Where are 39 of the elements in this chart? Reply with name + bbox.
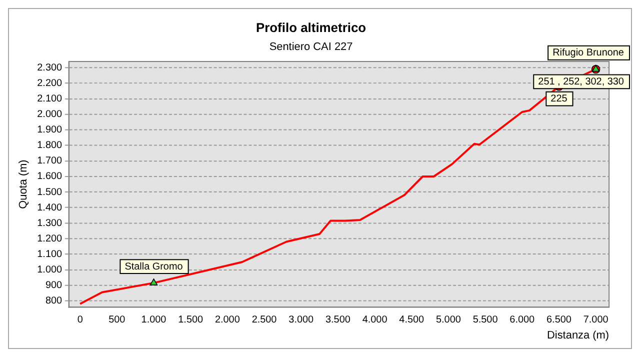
y-axis-title: Quota (m): [18, 160, 30, 209]
x-tick-label: 0: [77, 314, 84, 326]
y-tick-label: 1.900: [37, 124, 63, 136]
annotation: 225: [550, 94, 568, 105]
x-tick-label: 2.500: [252, 314, 278, 326]
x-tick-label: 1.500: [178, 314, 204, 326]
y-tick-label: 2.000: [37, 109, 63, 120]
x-tick-label: 1.000: [141, 314, 167, 326]
y-tick-label: 2.200: [37, 78, 63, 89]
x-tick-label: 4.500: [399, 314, 425, 326]
y-tick-label: 1.200: [37, 233, 63, 244]
x-axis-title: Distanza (m): [546, 330, 610, 342]
y-tick-label: 1.600: [37, 171, 63, 182]
x-tick-label: 6.500: [546, 314, 572, 326]
y-tick-label: 1.500: [37, 186, 63, 198]
y-tick-label: 1.800: [37, 140, 63, 152]
annotation: 251 , 252, 302, 330: [538, 76, 624, 88]
y-tick-label: 900: [45, 280, 63, 292]
y-tick-label: 2.100: [37, 94, 63, 105]
x-tick-label: 3.000: [288, 314, 314, 326]
x-tick-label: 6.000: [510, 314, 536, 326]
x-tick-label: 2.000: [214, 314, 240, 326]
y-tick-label: 1.300: [37, 218, 63, 229]
chart-subtitle: Sentiero CAI 227: [269, 41, 353, 53]
y-tick-label: 2.300: [37, 62, 63, 74]
y-tick-label: 800: [45, 296, 63, 307]
x-tick-label: 5.000: [436, 314, 462, 326]
x-tick-label: 5.500: [472, 314, 498, 326]
annotation: Stalla Gromo: [124, 261, 184, 272]
x-tick-label: 500: [108, 314, 126, 326]
annotation: Rifugio Brunone: [552, 48, 624, 59]
x-tick-label: 4.000: [362, 314, 388, 326]
y-tick-label: 1.100: [37, 248, 63, 260]
y-tick-label: 1.400: [37, 202, 63, 214]
chart-title: Profilo altimetrico: [256, 20, 366, 36]
x-tick-label: 3.500: [325, 314, 351, 326]
y-tick-label: 1.000: [37, 264, 63, 276]
y-tick-label: 1.700: [37, 156, 63, 167]
x-tick-label: 7.000: [583, 314, 609, 326]
